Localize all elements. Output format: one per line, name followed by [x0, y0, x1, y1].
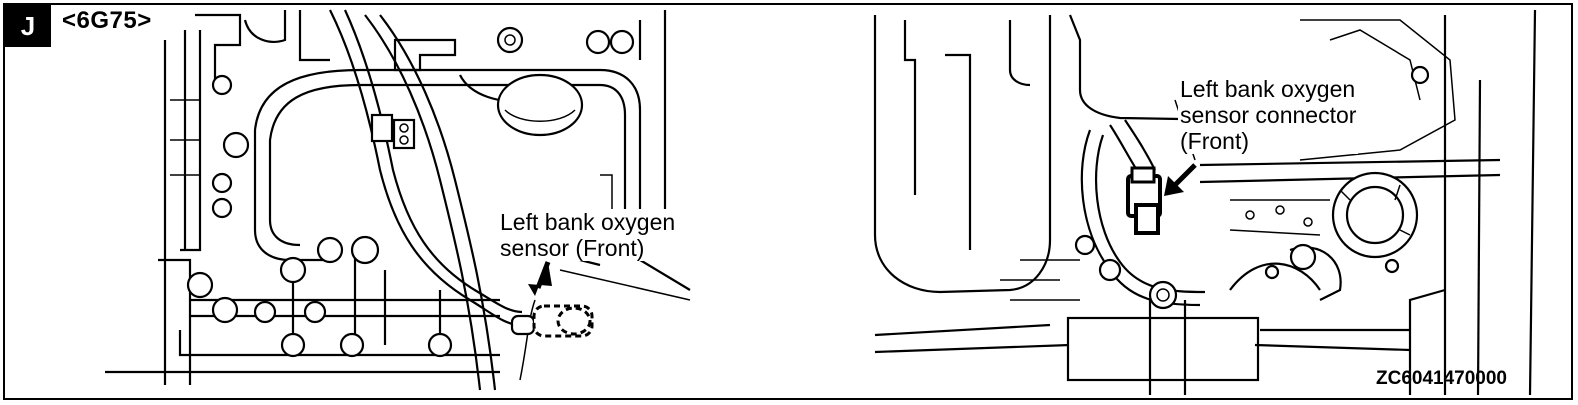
right-engine-drawing	[873, 9, 1537, 396]
callout-right-connector-line-1: Left bank oxygen	[1180, 76, 1356, 102]
callout-right-connector-line-3: (Front)	[1180, 128, 1249, 154]
callout-left-sensor-line-2: sensor (Front)	[500, 235, 645, 261]
section-badge: J	[5, 5, 51, 47]
callout-left-sensor: Left bank oxygen sensor (Front)	[498, 209, 678, 261]
left-engine-drawing	[105, 9, 691, 391]
figure-border	[3, 3, 1573, 400]
callout-left-sensor-line-1: Left bank oxygen	[500, 209, 676, 235]
figure-code: ZC6041470000	[1376, 368, 1507, 389]
callout-right-connector: Left bank oxygen sensor connector (Front…	[1178, 76, 1359, 154]
callout-right-connector-line-2: sensor connector	[1180, 102, 1357, 128]
engine-model-tag: <6G75>	[62, 7, 152, 34]
